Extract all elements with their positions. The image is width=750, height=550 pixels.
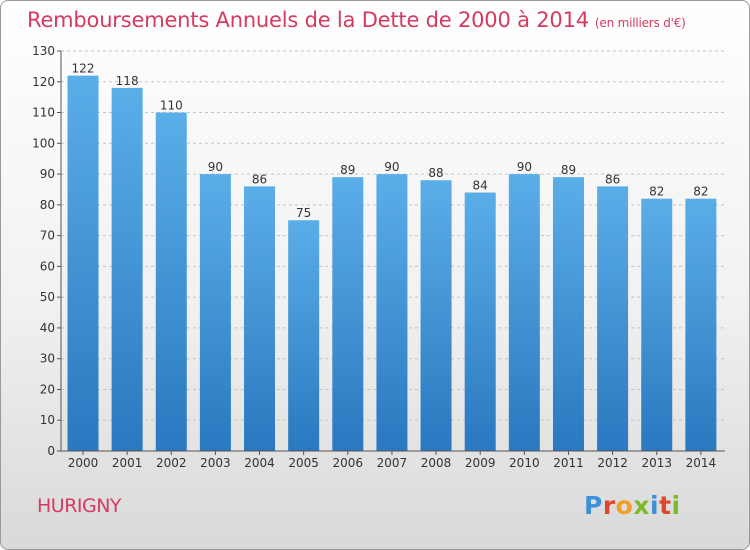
x-tick-label-2000: 2000 [68,456,99,470]
title-unit: (en milliers d'€) [594,16,686,30]
x-tick-label-2005: 2005 [288,456,319,470]
x-tick-label-2007: 2007 [377,456,408,470]
y-tick-label: 70 [40,229,55,243]
data-label-2009: 84 [473,179,488,193]
data-label-2006: 89 [340,163,355,177]
bar-2006 [332,177,364,451]
y-tick-label: 0 [47,444,55,458]
y-tick-label: 20 [40,382,55,396]
chart-title: Remboursements Annuels de la Dette de 20… [27,8,686,32]
place-name: HURIGNY [37,495,122,517]
data-label-2002: 110 [160,99,183,113]
bar-2013 [641,198,673,451]
bar-2011 [552,177,584,451]
data-label-2010: 90 [517,160,532,174]
data-label-2011: 89 [561,163,576,177]
bar-2001 [111,87,143,451]
y-tick-label: 100 [32,136,55,150]
title-text: Remboursements Annuels de la Dette de 20… [27,8,589,32]
bar-2002 [155,112,187,452]
y-tick-label: 110 [32,106,55,120]
x-tick-label-2004: 2004 [244,456,275,470]
x-tick-label-2006: 2006 [333,456,364,470]
data-label-2004: 86 [252,172,267,186]
y-tick-label: 40 [40,321,55,335]
data-label-2005: 75 [296,206,311,220]
y-tick-label: 80 [40,198,55,212]
bar-2010 [508,174,540,452]
x-tick-label-2009: 2009 [465,456,496,470]
bar-2005 [288,220,320,451]
x-tick-label-2003: 2003 [200,456,231,470]
x-tick-label-2010: 2010 [509,456,540,470]
x-tick-label-2008: 2008 [421,456,452,470]
data-label-2001: 118 [116,74,139,88]
bar-2008 [420,180,452,451]
bar-2012 [597,186,629,451]
y-tick-label: 60 [40,259,55,273]
y-tick-label: 90 [40,167,55,181]
bar-2003 [199,174,231,452]
bar-2000 [67,75,99,451]
y-tick-label: 30 [40,352,55,366]
y-tick-label: 120 [32,75,55,89]
y-tick-label: 10 [40,413,55,427]
x-tick-label-2001: 2001 [112,456,143,470]
data-label-2013: 82 [649,185,664,199]
x-tick-label-2002: 2002 [156,456,187,470]
y-tick-label: 50 [40,290,55,304]
x-tick-label-2012: 2012 [597,456,628,470]
data-label-2003: 90 [208,160,223,174]
data-label-2008: 88 [428,166,443,180]
data-label-2014: 82 [693,185,708,199]
x-tick-label-2011: 2011 [553,456,584,470]
x-tick-label-2013: 2013 [641,456,672,470]
bar-2014 [685,198,717,451]
bar-2004 [244,186,276,451]
proxiti-logo[interactable]: Proxiti [584,491,681,520]
data-label-2007: 90 [384,160,399,174]
data-label-2000: 122 [72,62,95,76]
y-tick-label: 130 [32,44,55,58]
data-label-2012: 86 [605,172,620,186]
bar-2009 [464,192,496,452]
x-tick-label-2014: 2014 [686,456,717,470]
bar-2007 [376,174,408,452]
